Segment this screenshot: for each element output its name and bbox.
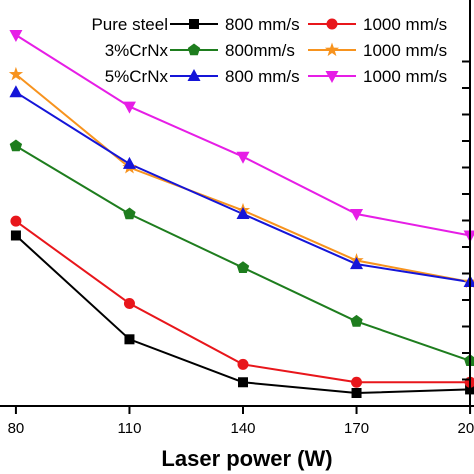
x-tick-label: 110 bbox=[118, 420, 142, 437]
data-point-5-4 bbox=[463, 230, 474, 243]
data-point-1-2 bbox=[237, 358, 249, 370]
data-point-2-3 bbox=[350, 314, 363, 327]
plot-markers bbox=[8, 30, 474, 398]
data-point-4-2 bbox=[236, 207, 250, 219]
data-point-1-0 bbox=[10, 215, 22, 227]
legend-entry-label: 800 mm/s bbox=[225, 15, 300, 34]
data-point-1-3 bbox=[351, 376, 363, 388]
data-point-0-3 bbox=[351, 388, 362, 398]
legend-entry-label: 800 mm/s bbox=[225, 67, 300, 86]
data-point-4-1 bbox=[122, 156, 136, 169]
legend-marker bbox=[187, 69, 201, 81]
legend-marker bbox=[324, 42, 340, 57]
x-axis-title: Laser power (W) bbox=[161, 446, 332, 471]
x-tick-label: 140 bbox=[230, 420, 255, 437]
legend-entry-label: 800mm/s bbox=[225, 41, 295, 60]
axes bbox=[0, 0, 474, 407]
data-point-5-0 bbox=[9, 30, 23, 42]
data-point-2-4 bbox=[463, 354, 474, 366]
data-point-3-0 bbox=[8, 66, 24, 81]
x-tick-label: 170 bbox=[344, 420, 369, 437]
legend-marker bbox=[326, 18, 338, 30]
data-point-0-1 bbox=[124, 334, 135, 345]
data-point-5-2 bbox=[236, 151, 250, 164]
legend: Pure steel 800 mm/s 1000 mm/s 3%CrNx 800mm/s… bbox=[91, 15, 447, 86]
data-point-2-2 bbox=[236, 261, 250, 273]
legend-group-label: 5%CrNx bbox=[105, 67, 169, 86]
legend-marker bbox=[187, 43, 201, 56]
data-point-0-0 bbox=[10, 230, 21, 241]
legend-entry-label: 1000 mm/s bbox=[363, 41, 447, 60]
data-point-4-0 bbox=[9, 85, 23, 98]
legend-marker bbox=[189, 19, 199, 29]
x-tick-label: 80 bbox=[8, 420, 25, 437]
series-line-3 bbox=[15, 73, 471, 283]
series-line-2 bbox=[15, 145, 471, 362]
legend-marker bbox=[325, 71, 339, 83]
data-point-1-1 bbox=[123, 298, 135, 309]
legend-group-label: 3%CrNx bbox=[105, 41, 169, 60]
x-ticks: 80 110 140 170 200 bbox=[8, 406, 474, 437]
y-ticks bbox=[462, 60, 470, 407]
data-point-5-3 bbox=[350, 209, 364, 221]
data-point-4-3 bbox=[350, 257, 364, 270]
x-tick-label: 200 bbox=[458, 420, 474, 437]
data-point-2-1 bbox=[123, 207, 136, 220]
data-point-0-2 bbox=[238, 377, 248, 388]
series-line-1 bbox=[15, 220, 471, 384]
legend-group-label: Pure steel bbox=[91, 15, 168, 34]
data-point-5-1 bbox=[122, 101, 136, 114]
data-point-4-4 bbox=[463, 275, 474, 288]
data-point-2-0 bbox=[9, 139, 23, 152]
legend-entry-label: 1000 mm/s bbox=[363, 15, 447, 34]
legend-entry-label: 1000 mm/s bbox=[363, 67, 447, 86]
